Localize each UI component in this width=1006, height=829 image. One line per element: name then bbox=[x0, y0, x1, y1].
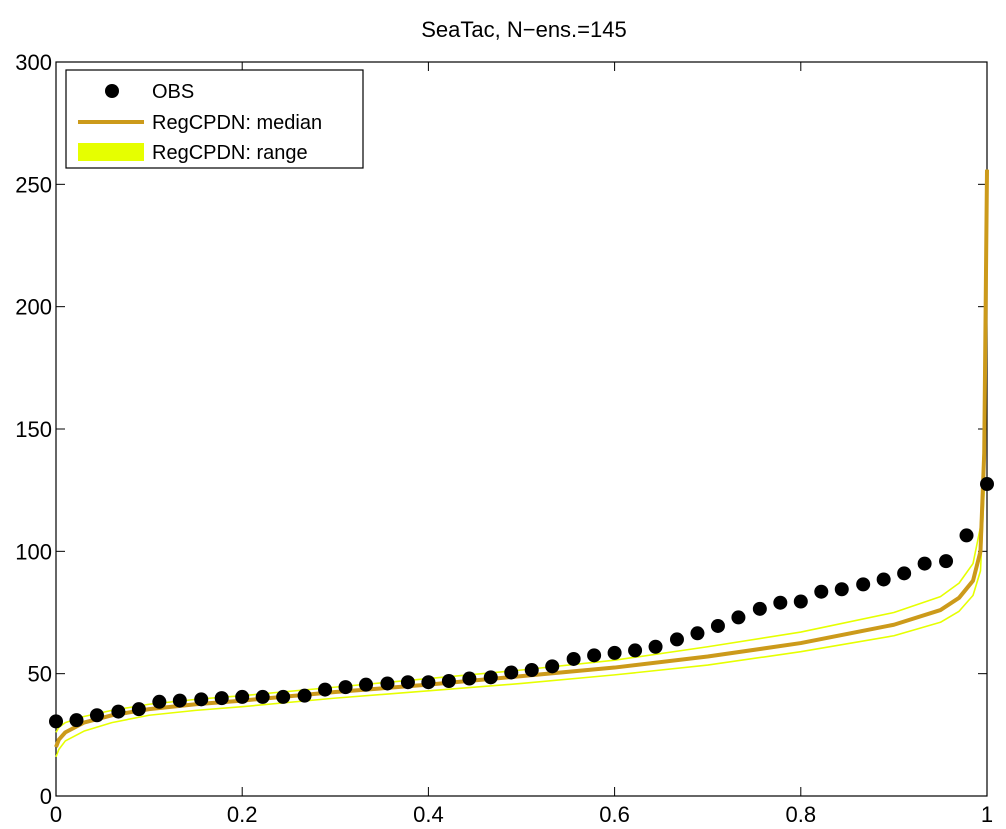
obs-point bbox=[194, 692, 209, 707]
obs-point bbox=[834, 582, 849, 597]
plot-area bbox=[55, 61, 988, 797]
obs-point bbox=[131, 702, 146, 717]
obs-point bbox=[462, 671, 477, 686]
obs-point bbox=[587, 648, 602, 663]
legend: OBS RegCPDN: median RegCPDN: range bbox=[65, 69, 364, 169]
obs-point bbox=[773, 595, 788, 610]
obs-point bbox=[152, 694, 167, 709]
obs-point bbox=[255, 689, 270, 704]
obs-point bbox=[897, 566, 912, 581]
y-tick-label: 100 bbox=[15, 539, 52, 564]
legend-label-median: RegCPDN: median bbox=[152, 112, 322, 134]
obs-point bbox=[752, 601, 767, 616]
obs-point bbox=[876, 572, 891, 587]
obs-point bbox=[856, 577, 871, 592]
obs-point bbox=[380, 676, 395, 691]
obs-point bbox=[297, 688, 312, 703]
legend-label-obs: OBS bbox=[152, 81, 194, 103]
x-tick-label: 0 bbox=[50, 802, 62, 827]
obs-point bbox=[111, 704, 126, 719]
obs-point bbox=[359, 677, 374, 692]
obs-point bbox=[710, 618, 725, 633]
x-tick-label: 1 bbox=[981, 802, 993, 827]
y-tick-label: 0 bbox=[40, 784, 52, 809]
obs-point bbox=[814, 584, 829, 599]
obs-point bbox=[566, 651, 581, 666]
x-tick-label: 0.4 bbox=[413, 802, 444, 827]
obs-point bbox=[793, 594, 808, 609]
legend-obs-marker bbox=[105, 84, 119, 98]
y-tick-label: 50 bbox=[28, 662, 52, 687]
obs-point bbox=[338, 680, 353, 695]
obs-point bbox=[504, 665, 519, 680]
obs-point bbox=[49, 714, 63, 729]
obs-point bbox=[69, 713, 84, 728]
axis-ticks bbox=[55, 61, 988, 797]
obs-point bbox=[669, 632, 684, 647]
y-tick-label: 150 bbox=[15, 417, 52, 442]
series-layer bbox=[54, 169, 989, 758]
obs-point bbox=[235, 689, 250, 704]
obs-point bbox=[524, 662, 539, 677]
obs-point bbox=[441, 674, 456, 689]
obs-point bbox=[89, 708, 104, 723]
x-tick-label: 0.6 bbox=[599, 802, 630, 827]
obs-point bbox=[731, 610, 746, 625]
obs-point bbox=[421, 675, 436, 690]
obs-point bbox=[917, 556, 932, 571]
obs-point bbox=[545, 659, 560, 674]
x-tick-label: 0.8 bbox=[786, 802, 817, 827]
chart-title: SeaTac, N−ens.=145 bbox=[421, 17, 626, 42]
obs-point bbox=[607, 645, 622, 660]
obs-point bbox=[214, 691, 229, 706]
obs-point bbox=[939, 554, 954, 569]
legend-label-range: RegCPDN: range bbox=[152, 142, 308, 164]
obs-point bbox=[980, 477, 994, 492]
x-tick-label: 0.2 bbox=[227, 802, 258, 827]
obs-point bbox=[400, 675, 415, 690]
obs-point bbox=[318, 682, 333, 697]
legend-range-swatch bbox=[78, 143, 144, 161]
range-upper-line bbox=[55, 169, 988, 733]
obs-point bbox=[172, 693, 187, 708]
obs-point bbox=[959, 528, 974, 543]
obs-points bbox=[49, 477, 994, 729]
y-tick-label: 250 bbox=[15, 172, 52, 197]
obs-point bbox=[483, 670, 498, 685]
y-tick-label: 200 bbox=[15, 295, 52, 320]
median-line bbox=[54, 169, 989, 748]
range-lower-line bbox=[55, 169, 988, 758]
axis-tick-labels: 0 0.2 0.4 0.6 0.8 1 0 50 100 150 200 250 300 bbox=[15, 50, 993, 827]
y-tick-label: 300 bbox=[15, 50, 52, 75]
obs-point bbox=[648, 639, 663, 654]
obs-point bbox=[276, 689, 291, 704]
obs-point bbox=[690, 626, 705, 641]
obs-point bbox=[628, 643, 643, 658]
